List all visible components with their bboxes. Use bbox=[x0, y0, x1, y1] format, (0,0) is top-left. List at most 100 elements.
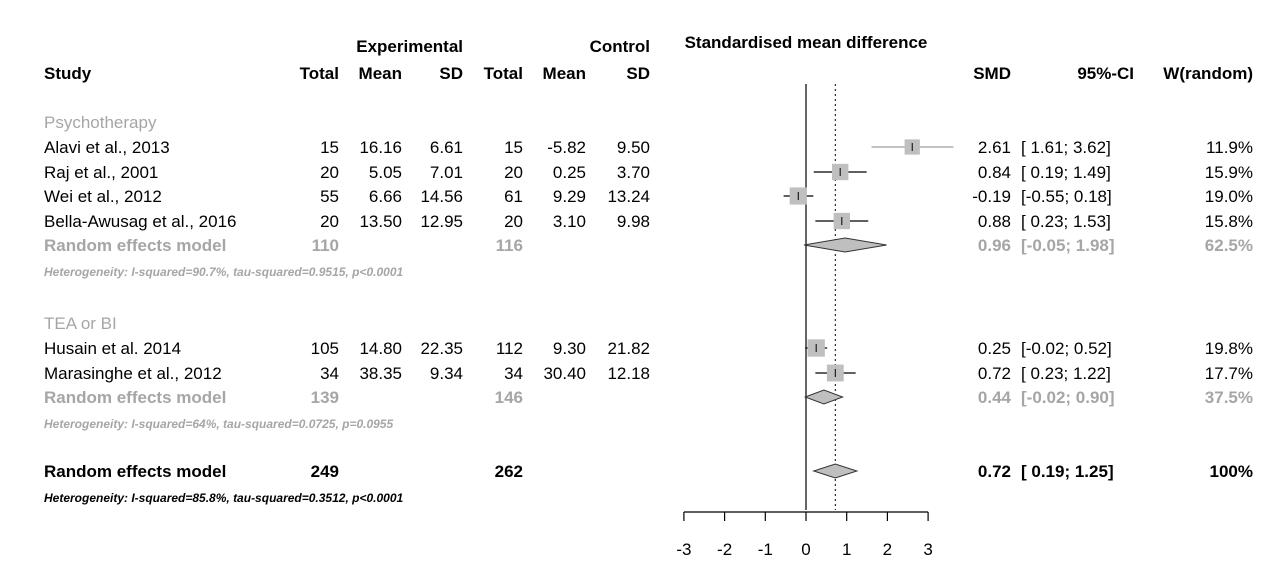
overall-ci: [ 0.19; 1.25] bbox=[1021, 462, 1114, 481]
header-total-c: Total bbox=[484, 64, 523, 83]
subgroup-title: TEA or BI bbox=[44, 314, 117, 333]
ctrl-total: 15 bbox=[504, 138, 523, 157]
ctrl-total: 34 bbox=[504, 364, 523, 383]
exp-mean: 6.66 bbox=[369, 187, 402, 206]
x-tick-label: 1 bbox=[842, 540, 851, 559]
exp-total: 20 bbox=[320, 212, 339, 231]
subgroup-pooled-label: Random effects model bbox=[44, 388, 226, 407]
header-total-e: Total bbox=[300, 64, 339, 83]
study-smd: 0.25 bbox=[978, 339, 1011, 358]
subgroup-pooled-n-c: 116 bbox=[496, 236, 523, 255]
header-weight: W(random) bbox=[1163, 64, 1253, 83]
exp-total: 34 bbox=[320, 364, 339, 383]
subgroup-heterogeneity: Heterogeneity: I-squared=90.7%, tau-squa… bbox=[44, 265, 403, 279]
exp-mean: 38.35 bbox=[359, 364, 402, 383]
x-tick-label: -2 bbox=[717, 540, 732, 559]
overall-diamond bbox=[812, 463, 859, 479]
ctrl-mean: 0.25 bbox=[553, 163, 586, 182]
subgroup-heterogeneity: Heterogeneity: I-squared=64%, tau-square… bbox=[44, 417, 393, 431]
exp-sd: 14.56 bbox=[420, 187, 463, 206]
ctrl-mean: 9.30 bbox=[553, 339, 586, 358]
exp-mean: 14.80 bbox=[359, 339, 402, 358]
study-smd: 0.72 bbox=[978, 364, 1011, 383]
study-ci: [ 1.61; 3.62] bbox=[1021, 138, 1111, 157]
exp-total: 105 bbox=[311, 339, 339, 358]
exp-sd: 6.61 bbox=[430, 138, 463, 157]
subgroup-pooled-label: Random effects model bbox=[44, 236, 226, 255]
exp-mean: 5.05 bbox=[369, 163, 402, 182]
study-weight: 19.0% bbox=[1205, 187, 1253, 206]
study-ci: [-0.55; 0.18] bbox=[1021, 187, 1112, 206]
subgroup-pooled-ci: [-0.02; 0.90] bbox=[1021, 388, 1115, 407]
study-name: Marasinghe et al., 2012 bbox=[44, 364, 222, 383]
ctrl-mean: -5.82 bbox=[547, 138, 586, 157]
ctrl-sd: 3.70 bbox=[617, 163, 650, 182]
subgroup-pooled-smd: 0.44 bbox=[978, 388, 1012, 407]
study-weight: 19.8% bbox=[1205, 339, 1253, 358]
exp-mean: 16.16 bbox=[359, 138, 402, 157]
study-smd: 0.84 bbox=[978, 163, 1011, 182]
subgroup-pooled-weight: 62.5% bbox=[1205, 236, 1253, 255]
ctrl-sd: 12.18 bbox=[607, 364, 650, 383]
x-tick-label: -3 bbox=[676, 540, 691, 559]
study-smd: 0.88 bbox=[978, 212, 1011, 231]
x-tick-label: 0 bbox=[801, 540, 810, 559]
exp-total: 15 bbox=[320, 138, 339, 157]
header-plot-title: Standardised mean difference bbox=[685, 33, 928, 52]
subgroup-pooled-n-e: 139 bbox=[311, 388, 339, 407]
study-name: Raj et al., 2001 bbox=[44, 163, 158, 182]
header-experimental: Experimental bbox=[356, 37, 463, 56]
ctrl-mean: 3.10 bbox=[553, 212, 586, 231]
subgroup-pooled-n-e: 110 bbox=[312, 236, 339, 255]
ctrl-sd: 21.82 bbox=[607, 339, 650, 358]
header-mean-e: Mean bbox=[359, 64, 402, 83]
subgroup-title: Psychotherapy bbox=[44, 113, 157, 132]
overall-smd: 0.72 bbox=[978, 462, 1011, 481]
exp-total: 20 bbox=[320, 163, 339, 182]
subgroup-diamond bbox=[803, 389, 845, 405]
x-tick-label: -1 bbox=[758, 540, 773, 559]
study-weight: 15.8% bbox=[1205, 212, 1253, 231]
study-name: Husain et al. 2014 bbox=[44, 339, 181, 358]
subgroup-pooled-smd: 0.96 bbox=[978, 236, 1011, 255]
header-sd-c: SD bbox=[626, 64, 650, 83]
header-mean-c: Mean bbox=[543, 64, 586, 83]
ctrl-mean: 30.40 bbox=[543, 364, 586, 383]
study-name: Wei et al., 2012 bbox=[44, 187, 162, 206]
exp-sd: 22.35 bbox=[420, 339, 463, 358]
study-ci: [ 0.19; 1.49] bbox=[1021, 163, 1111, 182]
overall-n-e: 249 bbox=[311, 462, 339, 481]
study-ci: [-0.02; 0.52] bbox=[1021, 339, 1112, 358]
subgroup-pooled-weight: 37.5% bbox=[1205, 388, 1253, 407]
x-tick-label: 3 bbox=[923, 540, 932, 559]
study-name: Alavi et al., 2013 bbox=[44, 138, 170, 157]
ctrl-sd: 13.24 bbox=[607, 187, 650, 206]
overall-n-c: 262 bbox=[495, 462, 523, 481]
overall-label: Random effects model bbox=[44, 462, 226, 481]
study-smd: 2.61 bbox=[978, 138, 1011, 157]
ctrl-total: 20 bbox=[504, 163, 523, 182]
study-name: Bella-Awusag et al., 2016 bbox=[44, 212, 236, 231]
ctrl-mean: 9.29 bbox=[553, 187, 586, 206]
subgroup-pooled-n-c: 146 bbox=[495, 388, 523, 407]
x-tick-label: 2 bbox=[883, 540, 892, 559]
exp-sd: 7.01 bbox=[430, 163, 463, 182]
subgroup-diamond bbox=[803, 237, 887, 253]
subgroup-pooled-ci: [-0.05; 1.98] bbox=[1021, 236, 1115, 255]
exp-sd: 12.95 bbox=[420, 212, 463, 231]
header-sd-e: SD bbox=[439, 64, 463, 83]
ctrl-sd: 9.50 bbox=[617, 138, 650, 157]
exp-sd: 9.34 bbox=[430, 364, 463, 383]
study-ci: [ 0.23; 1.22] bbox=[1021, 364, 1111, 383]
ctrl-total: 61 bbox=[504, 187, 523, 206]
overall-heterogeneity: Heterogeneity: I-squared=85.8%, tau-squa… bbox=[44, 491, 403, 505]
study-weight: 11.9% bbox=[1206, 138, 1253, 157]
header-control: Control bbox=[590, 37, 650, 56]
header-ci: 95%-CI bbox=[1077, 64, 1134, 83]
study-weight: 17.7% bbox=[1205, 364, 1253, 383]
ctrl-total: 112 bbox=[496, 339, 523, 358]
study-smd: -0.19 bbox=[972, 187, 1011, 206]
exp-mean: 13.50 bbox=[359, 212, 402, 231]
ctrl-sd: 9.98 bbox=[617, 212, 650, 231]
